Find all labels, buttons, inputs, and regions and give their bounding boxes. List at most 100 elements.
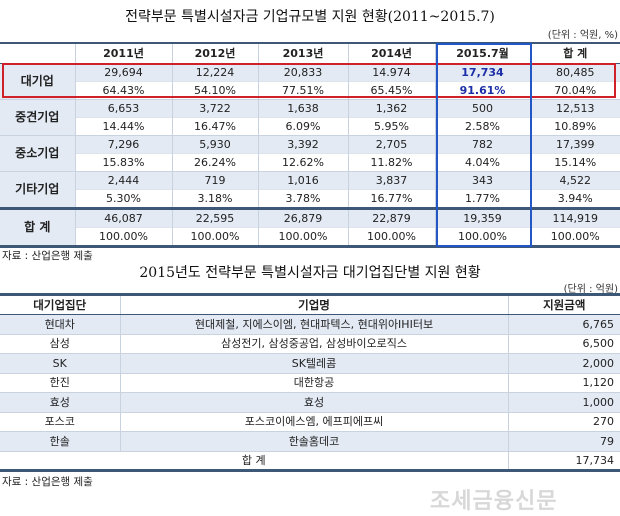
amount-cell: 114,919 [530,206,620,227]
amount-cell: 22,879 [348,206,436,227]
amount-cell: 2,000 [508,353,620,373]
row-label: 중소기업 [0,134,76,171]
table-row: 현대차 현대제철, 지에스이엠, 현대파텍스, 현대위아IHI터보 6,765 [0,314,620,334]
share-cell: 26.24% [172,152,259,171]
row-label: 합 계 [0,206,76,246]
share-cell: 3.18% [172,188,259,208]
amount-cell: 80,485 [530,62,620,81]
amount-cell: 782 [435,134,531,153]
row-label: 중견기업 [0,98,76,135]
share-cell: 16.77% [348,188,436,208]
table-row: 중견기업 6,653 3,722 1,638 1,362 500 12,513 [0,98,620,135]
amount-cell: 3,837 [348,170,436,189]
group-cell: SK [0,353,121,373]
share-cell: 15.83% [75,152,173,171]
companies-cell: SK텔레콤 [120,353,509,373]
share-cell: 70.04% [530,80,620,99]
table2-source: 자료 : 산업은행 제출 [2,476,93,488]
table-row: 14.44% 16.47% 6.09% 5.95% 2.58% 10.89% [0,116,620,135]
companies-cell: 효성 [120,392,509,412]
table-row: 100.00% 100.00% 100.00% 100.00% 100.00% 100.0… [0,226,620,246]
amount-cell: 7,296 [75,134,173,153]
amount-cell: 1,016 [258,170,349,189]
table-row: 합 계 46,087 22,595 26,879 22,879 19,359 114,919 [0,206,620,246]
amount-cell: 46,087 [75,206,173,227]
table-row: 포스코 포스코이에스엠, 에프피에프씨 270 [0,411,620,432]
group-cell: 효성 [0,392,121,412]
share-cell: 5.95% [348,116,436,135]
amount-cell: 2,705 [348,134,436,153]
table-row: 한진 대한항공 1,120 [0,372,620,393]
amount-cell: 17,734 [435,62,531,81]
share-cell: 64.43% [75,80,173,99]
share-cell: 100.00% [172,226,259,246]
table-row: 기타기업 2,444 719 1,016 3,837 343 4,522 [0,170,620,208]
table-row: 효성 효성 1,000 [0,392,620,412]
amount-cell: 22,595 [172,206,259,227]
table-row: SK SK텔레콤 2,000 [0,353,620,373]
table1-unit: (단위 : 억원, %) [547,30,618,41]
share-cell: 100.00% [348,226,436,246]
amount-cell: 29,694 [75,62,173,81]
share-cell: 10.89% [530,116,620,135]
share-cell: 100.00% [75,226,173,246]
total-label: 합 계 [0,450,509,471]
share-cell: 3.78% [258,188,349,208]
row-label: 기타기업 [0,170,76,208]
group-cell: 포스코 [0,411,121,432]
amount-cell: 12,224 [172,62,259,81]
share-cell: 91.61% [435,80,531,99]
companies-cell: 현대제철, 지에스이엠, 현대파텍스, 현대위아IHI터보 [120,314,509,334]
group-cell: 현대차 [0,314,121,334]
col-header: 2011년 [75,43,173,64]
amount-cell: 270 [508,411,620,432]
col-header: 2014년 [348,43,436,64]
share-cell: 3.94% [530,188,620,208]
share-cell: 16.47% [172,116,259,135]
amount-cell: 79 [508,431,620,451]
table-row: 한솔 한솔홈데코 79 [0,431,620,451]
share-cell: 12.62% [258,152,349,171]
amount-cell: 6,765 [508,314,620,334]
share-cell: 2.58% [435,116,531,135]
group-cell: 한진 [0,372,121,393]
col-header: 지원금액 [508,294,620,315]
col-header: 대기업집단 [0,294,121,315]
amount-cell: 1,000 [508,392,620,412]
amount-cell: 3,722 [172,98,259,117]
amount-cell: 1,362 [348,98,436,117]
share-cell: 65.45% [348,80,436,99]
table1-source: 자료 : 산업은행 제출 [2,250,93,262]
companies-cell: 한솔홈데코 [120,431,509,451]
companies-cell: 대한항공 [120,372,509,393]
amount-cell: 3,392 [258,134,349,153]
amount-cell: 1,120 [508,372,620,393]
table1-title: 전략부문 특별시설자금 기업규모별 지원 현황(2011~2015.7) [125,9,495,25]
group-cell: 삼성 [0,333,121,354]
amount-cell: 19,359 [435,206,531,227]
amount-cell: 1,638 [258,98,349,117]
col-header: 2013년 [258,43,349,64]
share-cell: 54.10% [172,80,259,99]
col-header: 2015.7월 [435,43,531,64]
total-row: 합 계 17,734 [0,450,620,471]
table-row: 삼성 삼성전기, 삼성중공업, 삼성바이오로직스 6,500 [0,333,620,354]
amount-cell: 14.974 [348,62,436,81]
table-row: 15.83% 26.24% 12.62% 11.82% 4.04% 15.14% [0,152,620,171]
col-header [0,43,76,64]
col-header: 합 계 [530,43,620,64]
amount-cell: 20,833 [258,62,349,81]
amount-cell: 26,879 [258,206,349,227]
conglomerate-table: 대기업집단 기업명 지원금액 현대차 현대제철, 지에스이엠, 현대파텍스, 현대위아I… [0,293,620,472]
share-cell: 6.09% [258,116,349,135]
amount-cell: 5,930 [172,134,259,153]
amount-cell: 719 [172,170,259,189]
share-cell: 15.14% [530,152,620,171]
share-cell: 1.77% [435,188,531,208]
amount-cell: 17,399 [530,134,620,153]
newspaper-watermark: 조세금융신문 [430,489,558,514]
table-row: 64.43% 54.10% 77.51% 65.45% 91.61% 70.04% [0,80,620,99]
amount-cell: 12,513 [530,98,620,117]
total-amount: 17,734 [508,450,620,471]
share-cell: 11.82% [348,152,436,171]
